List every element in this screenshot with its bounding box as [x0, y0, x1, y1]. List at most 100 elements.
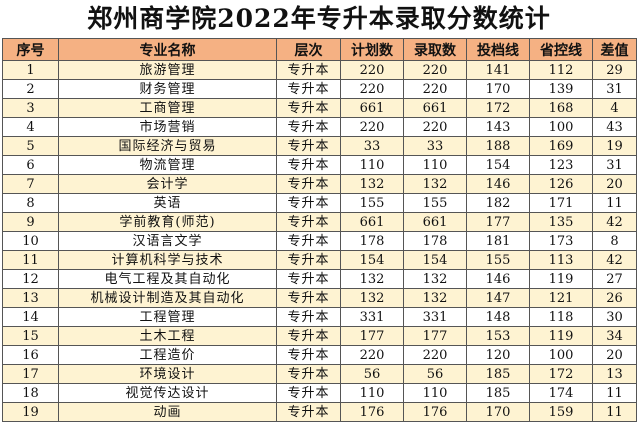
cell-provincial-control-line: 171 [529, 193, 593, 213]
cell-major-name: 环境设计 [58, 364, 277, 384]
cell-major-name: 电气工程及其自动化 [58, 269, 277, 289]
cell-index: 18 [2, 383, 59, 403]
cell-index: 9 [2, 212, 59, 232]
cell-index: 6 [2, 155, 59, 175]
cell-admitted-count: 220 [403, 117, 467, 137]
cell-major-name: 学前教育(师范) [58, 212, 277, 232]
cell-level: 专升本 [276, 212, 341, 232]
cell-level: 专升本 [276, 231, 341, 251]
cell-cutoff-score: 143 [466, 117, 530, 137]
cell-cutoff-score: 146 [466, 269, 530, 289]
cell-plan-count: 661 [340, 212, 404, 232]
cell-cutoff-score: 181 [466, 231, 530, 251]
cell-provincial-control-line: 121 [529, 288, 593, 308]
cell-admitted-count: 110 [403, 383, 467, 403]
cell-plan-count: 154 [340, 250, 404, 270]
table-row: 7 会计学 专升本 132 132 146 126 20 [2, 174, 637, 194]
header-level: 层次 [276, 38, 341, 61]
cell-difference: 11 [592, 193, 637, 213]
cell-major-name: 土木工程 [58, 326, 277, 346]
cell-level: 专升本 [276, 383, 341, 403]
header-cutoff-score: 投档线 [466, 38, 530, 61]
cell-cutoff-score: 146 [466, 174, 530, 194]
cell-admitted-count: 220 [403, 60, 467, 80]
cell-level: 专升本 [276, 60, 341, 80]
cell-major-name: 英语 [58, 193, 277, 213]
cell-provincial-control-line: 119 [529, 269, 593, 289]
cell-index: 3 [2, 98, 59, 118]
cell-admitted-count: 132 [403, 269, 467, 289]
cell-difference: 19 [592, 136, 637, 156]
cell-plan-count: 661 [340, 98, 404, 118]
header-admitted-count: 录取数 [403, 38, 467, 61]
cell-provincial-control-line: 169 [529, 136, 593, 156]
cell-difference: 42 [592, 212, 637, 232]
header-index: 序号 [2, 38, 59, 61]
table-row: 4 市场营销 专升本 220 220 143 100 43 [2, 117, 637, 137]
cell-provincial-control-line: 135 [529, 212, 593, 232]
cell-cutoff-score: 170 [466, 79, 530, 99]
cell-index: 16 [2, 345, 59, 365]
cell-index: 5 [2, 136, 59, 156]
cell-provincial-control-line: 172 [529, 364, 593, 384]
cell-level: 专升本 [276, 345, 341, 365]
cell-difference: 13 [592, 364, 637, 384]
table-row: 8 英语 专升本 155 155 182 171 11 [2, 193, 637, 213]
cell-cutoff-score: 155 [466, 250, 530, 270]
cell-cutoff-score: 170 [466, 402, 530, 422]
cell-provincial-control-line: 139 [529, 79, 593, 99]
cell-major-name: 工程管理 [58, 307, 277, 327]
table-row: 3 工商管理 专升本 661 661 172 168 4 [2, 98, 637, 118]
cell-index: 11 [2, 250, 59, 270]
cell-level: 专升本 [276, 117, 341, 137]
cell-plan-count: 220 [340, 345, 404, 365]
table-row: 11 计算机科学与技术 专升本 154 154 155 113 42 [2, 250, 637, 270]
cell-index: 10 [2, 231, 59, 251]
table-row: 18 视觉传达设计 专升本 110 110 185 174 11 [2, 383, 637, 403]
cell-difference: 31 [592, 79, 637, 99]
cell-major-name: 会计学 [58, 174, 277, 194]
cell-admitted-count: 132 [403, 174, 467, 194]
cell-level: 专升本 [276, 98, 341, 118]
cell-plan-count: 220 [340, 60, 404, 80]
cell-provincial-control-line: 113 [529, 250, 593, 270]
cell-major-name: 物流管理 [58, 155, 277, 175]
cell-admitted-count: 33 [403, 136, 467, 156]
table-row: 9 学前教育(师范) 专升本 661 661 177 135 42 [2, 212, 637, 232]
cell-difference: 20 [592, 174, 637, 194]
cell-level: 专升本 [276, 288, 341, 308]
cell-difference: 29 [592, 60, 637, 80]
table-row: 16 工程造价 专升本 220 220 120 100 20 [2, 345, 637, 365]
cell-cutoff-score: 141 [466, 60, 530, 80]
table-body: 1 旅游管理 专升本 220 220 141 112 29 2 财务管理 专升本 220 220 170 1… [2, 60, 637, 422]
cell-cutoff-score: 120 [466, 345, 530, 365]
cell-level: 专升本 [276, 269, 341, 289]
cell-provincial-control-line: 123 [529, 155, 593, 175]
cell-plan-count: 176 [340, 402, 404, 422]
cell-admitted-count: 155 [403, 193, 467, 213]
table-row: 1 旅游管理 专升本 220 220 141 112 29 [2, 60, 637, 80]
cell-cutoff-score: 153 [466, 326, 530, 346]
cell-admitted-count: 177 [403, 326, 467, 346]
cell-cutoff-score: 148 [466, 307, 530, 327]
cell-admitted-count: 220 [403, 345, 467, 365]
table-header-row: 序号 专业名称 层次 计划数 录取数 投档线 省控线 差值 [2, 38, 637, 61]
cell-difference: 34 [592, 326, 637, 346]
cell-plan-count: 132 [340, 174, 404, 194]
header-difference: 差值 [592, 38, 637, 61]
cell-level: 专升本 [276, 326, 341, 346]
header-provincial-control-line: 省控线 [529, 38, 593, 61]
cell-difference: 30 [592, 307, 637, 327]
cell-difference: 42 [592, 250, 637, 270]
cell-provincial-control-line: 168 [529, 98, 593, 118]
cell-index: 1 [2, 60, 59, 80]
table-row: 19 动画 专升本 176 176 170 159 11 [2, 402, 637, 422]
admission-score-table: 序号 专业名称 层次 计划数 录取数 投档线 省控线 差值 1 旅游管理 专升本 220 220 141… [2, 38, 637, 422]
table-row: 13 机械设计制造及其自动化 专升本 132 132 147 121 26 [2, 288, 637, 308]
cell-plan-count: 110 [340, 383, 404, 403]
cell-level: 专升本 [276, 174, 341, 194]
cell-plan-count: 33 [340, 136, 404, 156]
cell-admitted-count: 176 [403, 402, 467, 422]
cell-index: 12 [2, 269, 59, 289]
cell-plan-count: 56 [340, 364, 404, 384]
